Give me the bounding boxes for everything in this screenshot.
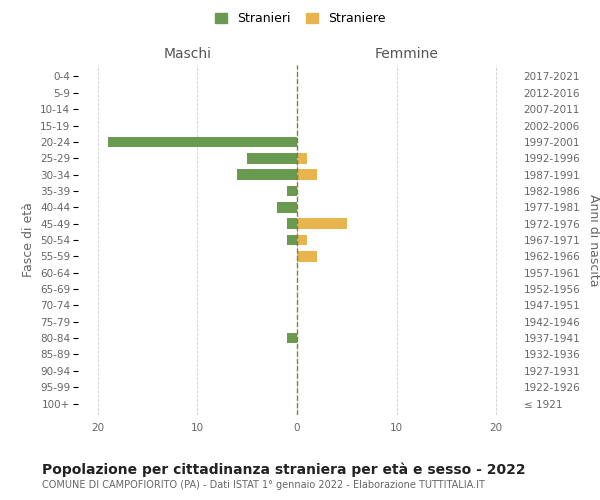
Text: Popolazione per cittadinanza straniera per età e sesso - 2022: Popolazione per cittadinanza straniera p… <box>42 462 526 477</box>
Bar <box>108 136 297 147</box>
Text: Maschi: Maschi <box>163 48 212 62</box>
Bar <box>287 218 297 229</box>
Text: COMUNE DI CAMPOFIORITO (PA) - Dati ISTAT 1° gennaio 2022 - Elaborazione TUTTITAL: COMUNE DI CAMPOFIORITO (PA) - Dati ISTAT… <box>42 480 485 490</box>
Legend: Stranieri, Straniere: Stranieri, Straniere <box>211 8 389 29</box>
Bar <box>277 202 297 212</box>
Y-axis label: Fasce di età: Fasce di età <box>22 202 35 278</box>
Bar <box>297 251 317 262</box>
Bar <box>297 153 307 164</box>
Bar <box>287 234 297 246</box>
Bar <box>297 234 307 246</box>
Bar <box>287 186 297 196</box>
Y-axis label: Anni di nascita: Anni di nascita <box>587 194 600 286</box>
Bar <box>297 218 347 229</box>
Text: Femmine: Femmine <box>374 48 439 62</box>
Bar <box>237 170 297 180</box>
Bar <box>247 153 297 164</box>
Bar <box>297 170 317 180</box>
Bar <box>287 333 297 344</box>
